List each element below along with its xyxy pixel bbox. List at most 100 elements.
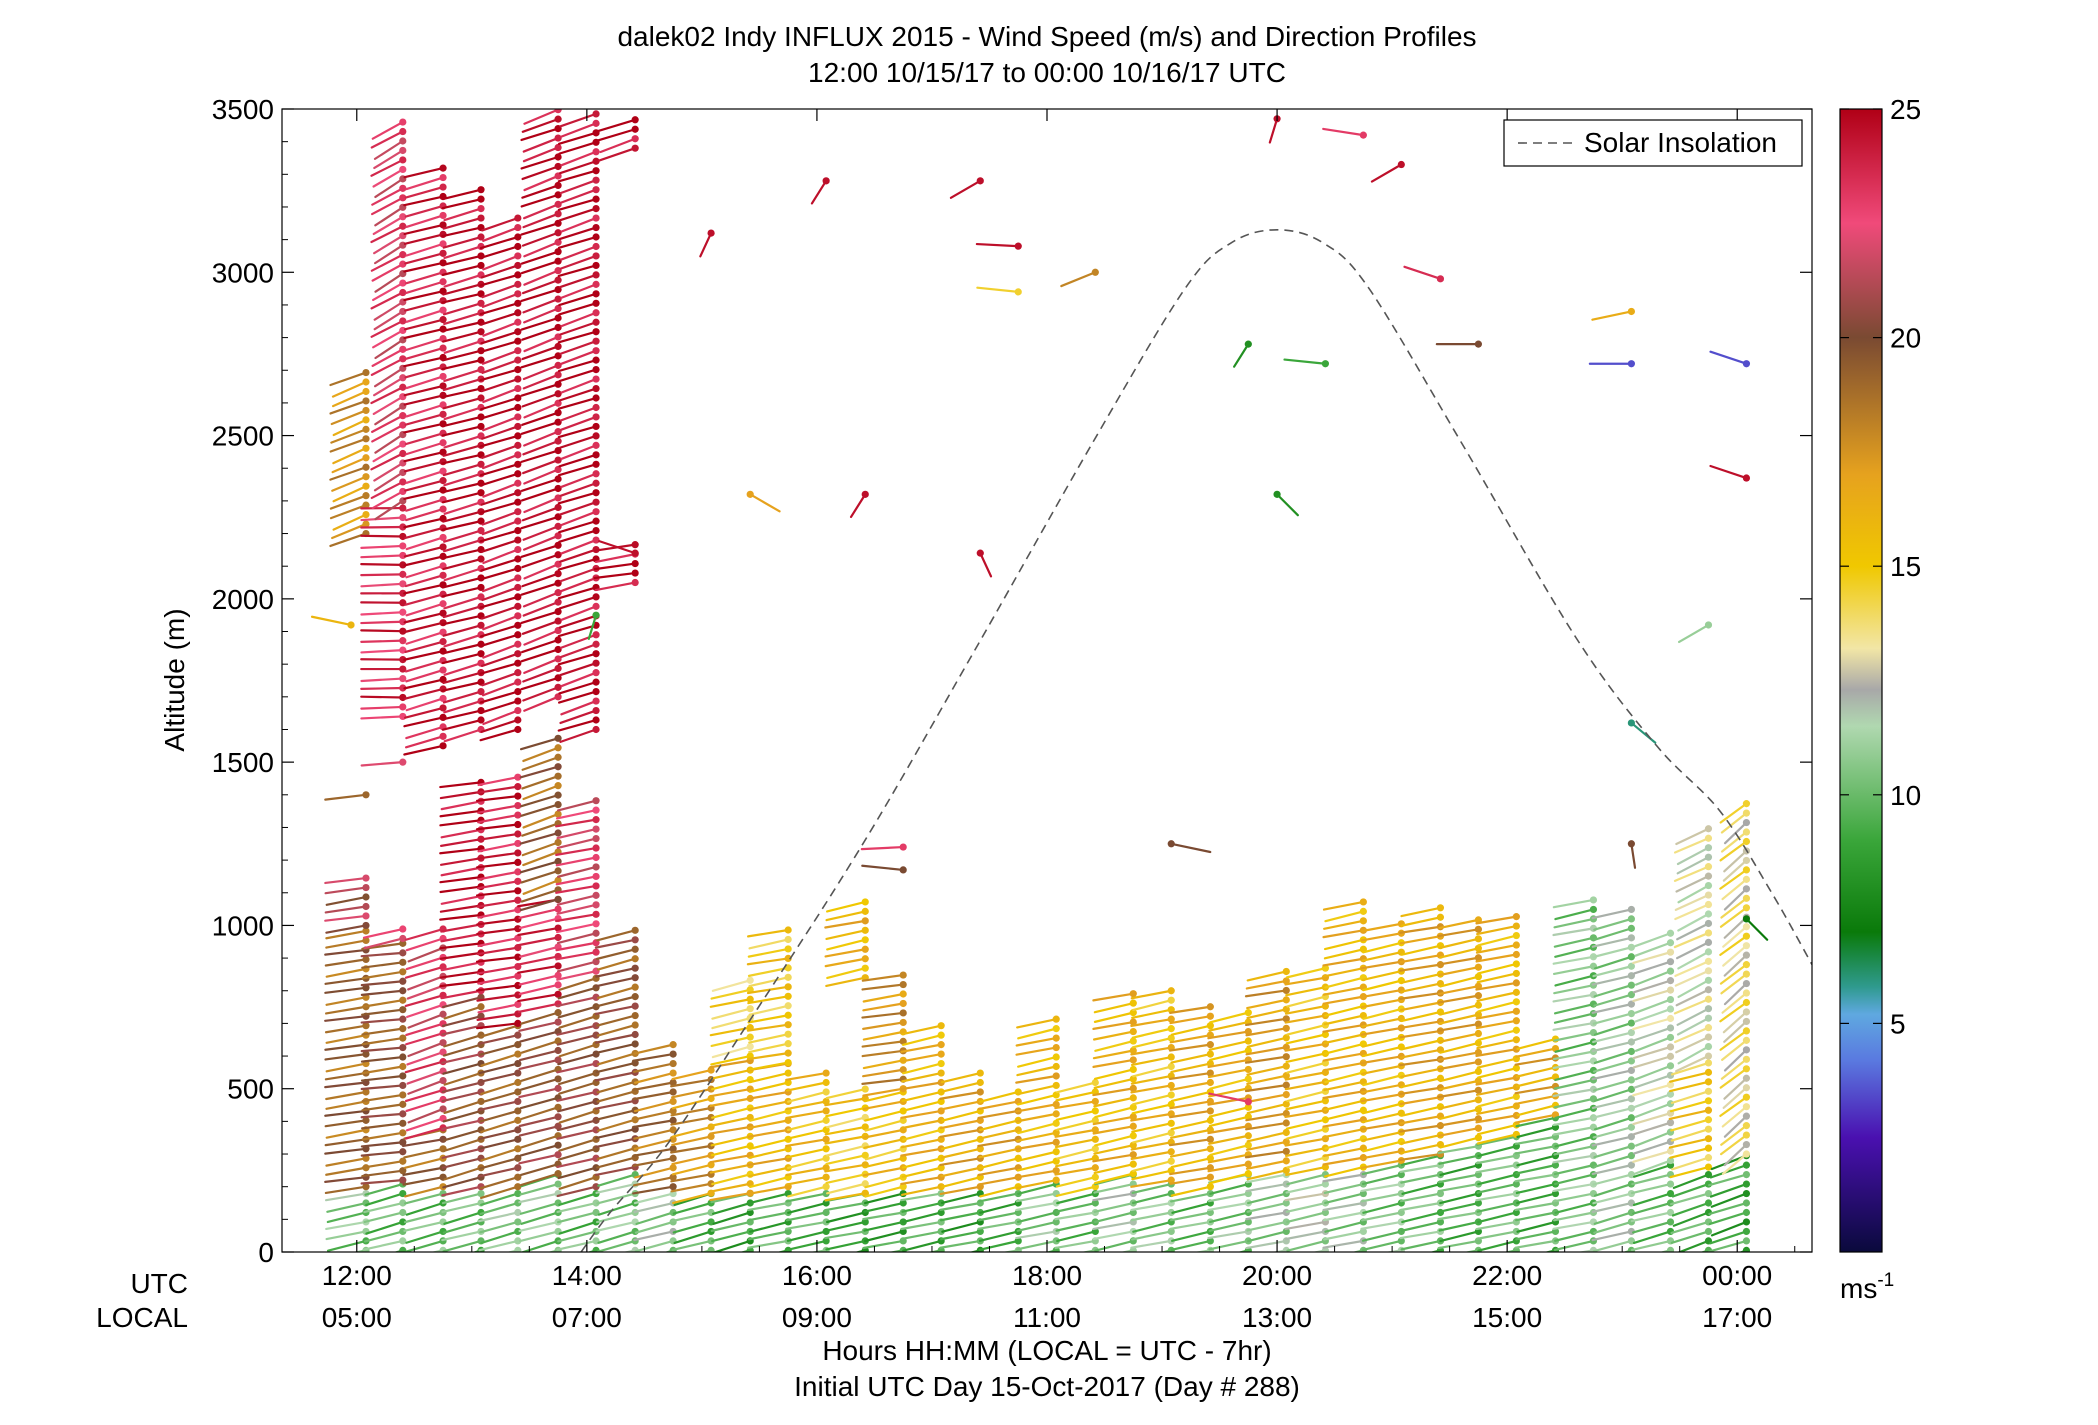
wind-barb [558,366,600,383]
wind-barb [479,403,522,420]
wind-barb [558,432,600,449]
wind-barb [555,816,600,828]
colorbar-tick-label: 10 [1890,780,1921,811]
wind-barb [360,758,407,767]
wind-barb [479,337,522,354]
wind-barb [405,694,447,712]
wind-barb [443,366,485,383]
wind-barb [520,248,562,265]
colorbar-tick-label: 5 [1890,1008,1906,1039]
wind-barb [559,413,600,431]
wind-barb [518,905,562,920]
wind-barb [360,561,407,569]
wind-barb [442,621,485,637]
wind-barb [558,384,600,402]
wind-barb [371,194,407,216]
wind-barb [329,463,370,481]
wind-barb [517,962,562,974]
wind-barb [520,1009,562,1025]
wind-barb [477,1208,522,1223]
wind-barb [441,261,485,276]
wind-barb [520,791,562,808]
wind-barb [442,394,485,410]
wind-barb [361,996,407,1008]
wind-barb [479,498,522,514]
wind-barb [360,618,407,626]
wind-barb [361,968,407,980]
wind-barb [443,527,485,543]
wind-barb [480,555,522,572]
wind-barb [403,164,447,179]
wind-barb [370,222,407,244]
chart-subtitle: 12:00 10/15/17 to 00:00 10/16/17 UTC [808,57,1286,88]
wind-barb [441,583,485,598]
wind-barb [360,1110,407,1119]
wind-barb [523,693,562,712]
wind-barb [370,449,407,471]
wind-barb [480,536,522,553]
wind-barb [332,416,370,437]
wind-barb [521,551,562,569]
wind-barb [405,240,447,257]
wind-barb [479,460,522,477]
wind-barb [362,1237,407,1251]
y-tick-label: 3000 [212,257,274,288]
wind-barb [403,543,447,558]
wind-barb [360,580,407,588]
wind-barb [479,271,522,287]
wind-barb [361,958,407,969]
wind-barb [324,1116,370,1128]
wind-barb [481,422,522,440]
wind-barb [522,134,562,153]
wind-barb [393,1246,407,1252]
wind-barb [482,318,522,337]
wind-barb [475,887,522,897]
y-tick-label: 1000 [212,910,274,941]
wind-barb [520,800,562,817]
wind-barb [360,1043,407,1053]
wind-barb [479,233,522,250]
wind-barb [406,1048,447,1066]
wind-barb [482,640,522,659]
wind-barb [481,347,522,365]
wind-barb [559,640,600,659]
wind-barb [559,403,600,422]
wind-barb [480,394,522,411]
wind-barb [329,368,370,387]
wind-barb [405,628,447,645]
chart-title: dalek02 Indy INFLUX 2015 - Wind Speed (m… [617,21,1476,52]
wind-barb [370,288,407,310]
wind-barb [521,570,562,588]
wind-barb [325,921,370,934]
wind-barb [480,489,522,506]
wind-barb [518,1151,562,1165]
y-axis-label: Altitude (m) [159,608,190,751]
wind-barb [477,811,522,824]
wind-barb [404,571,447,588]
wind-barbs [310,109,1769,1252]
x-tick-label-local: 07:00 [552,1302,622,1333]
wind-barb [560,536,600,555]
wind-barb [557,716,600,732]
wind-barb [332,482,370,503]
wind-barb [371,421,407,443]
wind-barb [405,600,447,617]
wind-barb [324,912,370,922]
wind-barb [521,838,562,857]
x-tick-label-utc: 20:00 [1242,1260,1312,1291]
wind-barb [403,675,447,690]
wind-barb [522,371,562,390]
wind-barb [370,478,407,500]
wind-barb [481,669,522,687]
wind-barb [324,874,370,885]
wind-barb [521,390,562,408]
wind-barb [523,238,562,258]
wind-barb [523,109,562,125]
wind-barb [518,981,562,996]
wind-barb [477,801,522,814]
x-tick-label-utc: 14:00 [552,1260,622,1291]
y-tick-label: 2000 [212,584,274,615]
wind-barb [371,184,407,206]
wind-barb [520,867,562,884]
wind-barb [404,732,447,749]
